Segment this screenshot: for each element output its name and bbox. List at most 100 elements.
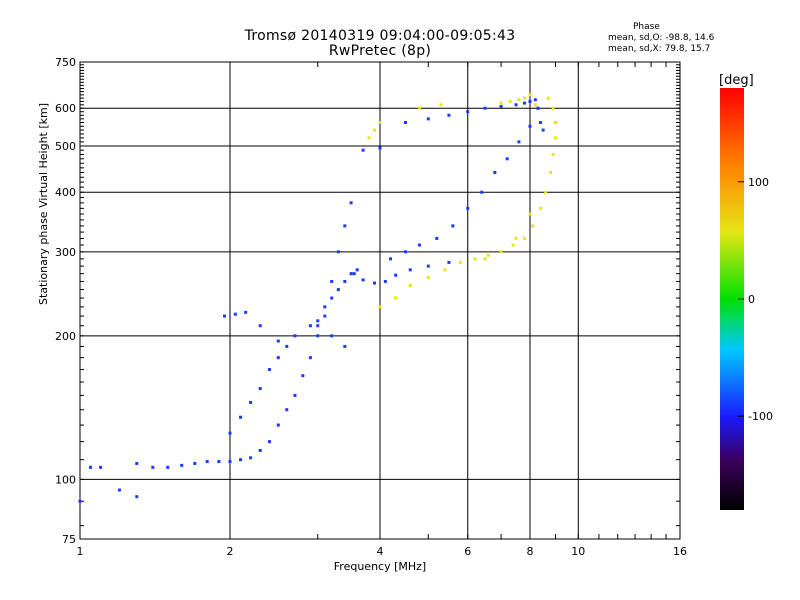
chart-subtitle: RwPretec (8p) [328, 43, 432, 59]
data-point [528, 124, 532, 128]
data-point [367, 136, 371, 140]
data-point [499, 101, 503, 105]
data-point [258, 448, 262, 452]
y-tick-label: 75 [62, 533, 76, 546]
y-tick-labels: 75 100 200 300 400 500 600 750 [55, 56, 76, 546]
data-point [443, 268, 447, 272]
data-point [99, 465, 103, 469]
colorbar-tick-label: 0 [748, 293, 755, 306]
data-point [239, 415, 243, 419]
x-tick-label: 4 [377, 545, 384, 558]
y-tick-label: 400 [55, 186, 76, 199]
data-point [78, 499, 82, 503]
data-point [551, 152, 555, 156]
data-point [466, 110, 470, 114]
y-tick-label: 500 [55, 140, 76, 153]
data-point [249, 456, 253, 460]
data-point [258, 324, 262, 328]
x-tick-label: 2 [227, 545, 234, 558]
data-point [383, 279, 387, 283]
data-point [389, 257, 393, 261]
data-point [480, 190, 484, 194]
colorbar: 100 0 -100 [deg] [719, 73, 773, 510]
data-point [258, 387, 262, 391]
data-point [323, 314, 327, 318]
x-tick-labels: 1 2 4 6 8 10 16 [77, 545, 688, 558]
data-point [523, 96, 527, 100]
data-point [223, 314, 227, 318]
data-point [528, 99, 532, 103]
data-point [151, 465, 155, 469]
data-point [517, 98, 521, 102]
data-point [330, 296, 334, 300]
plot-area: 1 2 4 6 8 10 16 75 100 200 300 400 500 600 750 [55, 56, 687, 558]
data-point [293, 334, 297, 338]
y-axis-label: Stationary phase Virtual Height [km] [37, 102, 50, 305]
data-point [166, 465, 170, 469]
x-tick-label: 1 [77, 545, 84, 558]
data-point [180, 463, 184, 467]
data-point [447, 260, 451, 264]
x-axis-label: Frequency [MHz] [333, 560, 427, 573]
data-point [426, 117, 430, 121]
y-tick-label: 600 [55, 102, 76, 115]
chart-title: Tromsø 20140319 09:04:00-09:05:43 [244, 28, 516, 44]
data-point [343, 344, 347, 348]
data-point [301, 374, 305, 378]
data-point [447, 113, 451, 117]
data-point [217, 460, 221, 464]
data-point [135, 495, 139, 499]
data-point [316, 334, 320, 338]
data-point [435, 236, 439, 240]
data-point [505, 157, 509, 161]
colorbar-tick-label: 100 [748, 176, 769, 189]
data-point [426, 276, 430, 280]
data-point [239, 458, 243, 462]
data-point [343, 224, 347, 228]
data-point [493, 170, 497, 174]
data-point [244, 310, 248, 314]
data-point [378, 305, 382, 309]
phase-stats-x: mean, sd,X: 79.8, 15.7 [608, 44, 711, 54]
data-point [330, 334, 334, 338]
data-point [267, 440, 271, 444]
x-tick-label: 10 [571, 545, 585, 558]
data-point [361, 278, 365, 282]
data-point [486, 253, 490, 257]
data-point [343, 279, 347, 283]
data-point [373, 128, 377, 132]
data-point [546, 96, 550, 100]
data-point [458, 260, 462, 264]
grid [79, 61, 681, 539]
data-point [378, 121, 382, 125]
y-tick-label: 200 [55, 330, 76, 343]
data-point [514, 103, 518, 107]
y-tick-label: 100 [55, 473, 76, 486]
data-point [553, 136, 557, 140]
phase-stats-o: mean, sd,O: -98.8, 14.6 [608, 33, 715, 43]
x-tick-label: 16 [673, 545, 687, 558]
data-point [233, 312, 237, 316]
data-point [355, 268, 359, 272]
data-point [533, 98, 537, 102]
data-point [205, 460, 209, 464]
data-point [228, 460, 232, 464]
data-point [361, 148, 365, 152]
data-point [549, 170, 553, 174]
data-point [536, 106, 540, 110]
data-point [293, 393, 297, 397]
data-point [528, 93, 532, 97]
data-point [135, 461, 139, 465]
data-point [499, 250, 503, 254]
data-points [78, 93, 557, 503]
x-tick-label: 8 [527, 545, 534, 558]
y-tick-label: 300 [55, 246, 76, 259]
data-point [483, 106, 487, 110]
data-point [323, 305, 327, 309]
phase-stats-title: Phase [633, 22, 660, 32]
data-point [517, 140, 521, 144]
data-point [352, 272, 356, 276]
colorbar-unit-label: [deg] [719, 73, 754, 88]
data-point [508, 99, 512, 103]
